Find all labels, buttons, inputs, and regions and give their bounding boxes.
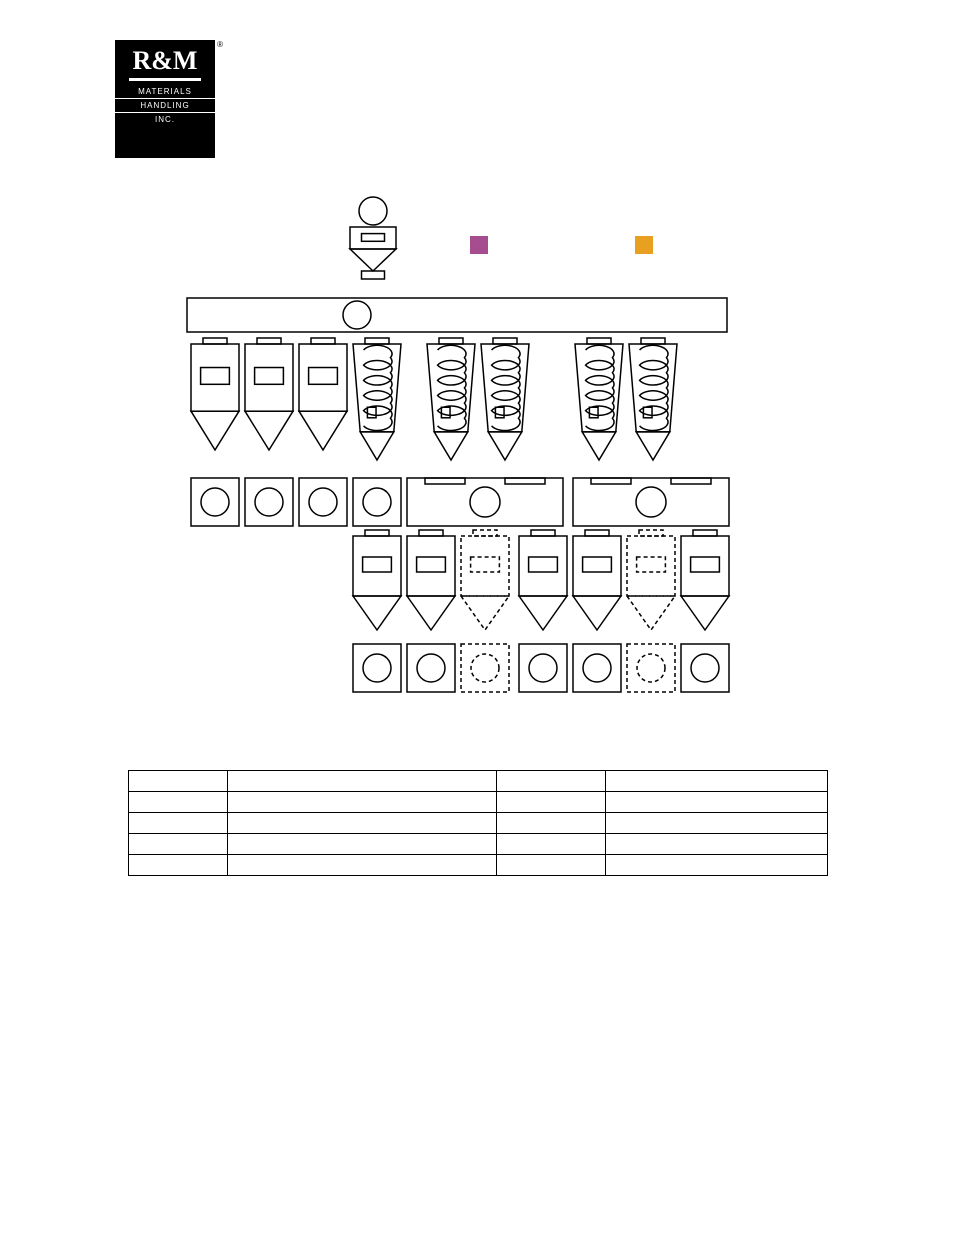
table-cell: [497, 792, 606, 813]
table-cell: [129, 834, 228, 855]
table-row: [129, 792, 828, 813]
table-cell: [228, 855, 497, 876]
brand-logo: ® R&M MATERIALS HANDLING INC.: [115, 40, 215, 158]
table-cell: [497, 813, 606, 834]
data-table: [128, 770, 828, 876]
logo-line2: HANDLING: [115, 98, 215, 112]
table-row: [129, 771, 828, 792]
table-cell: [606, 792, 828, 813]
table-row: [129, 855, 828, 876]
table-row: [129, 813, 828, 834]
table-cell: [606, 771, 828, 792]
table-cell: [606, 813, 828, 834]
table-cell: [129, 771, 228, 792]
table-cell: [497, 855, 606, 876]
table-cell: [228, 834, 497, 855]
table-cell: [129, 813, 228, 834]
table-row: [129, 834, 828, 855]
table-cell: [129, 855, 228, 876]
table-cell: [129, 792, 228, 813]
logo-line3: INC.: [115, 112, 215, 126]
table-cell: [228, 771, 497, 792]
table-cell: [606, 855, 828, 876]
process-diagram: [125, 190, 835, 760]
logo-line1: MATERIALS: [115, 85, 215, 98]
table-cell: [497, 771, 606, 792]
table-cell: [228, 813, 497, 834]
table-cell: [606, 834, 828, 855]
logo-main: R&M: [129, 48, 202, 81]
table-cell: [228, 792, 497, 813]
table-cell: [497, 834, 606, 855]
